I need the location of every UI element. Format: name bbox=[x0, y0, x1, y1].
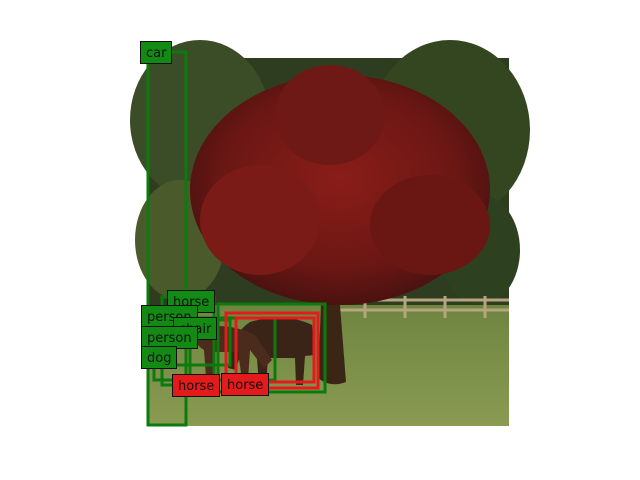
pred-boxes bbox=[224, 311, 320, 390]
label-dog: dog bbox=[141, 346, 178, 369]
label-car: car bbox=[140, 41, 173, 64]
tree-canopy bbox=[190, 65, 490, 305]
label-horse-pred-1: horse bbox=[172, 374, 221, 397]
horse-pred-box-2 bbox=[234, 316, 316, 384]
horse-gt-box bbox=[216, 302, 327, 394]
horse-pred-box-1 bbox=[224, 311, 320, 390]
label-horse-pred-2: horse bbox=[221, 373, 270, 396]
